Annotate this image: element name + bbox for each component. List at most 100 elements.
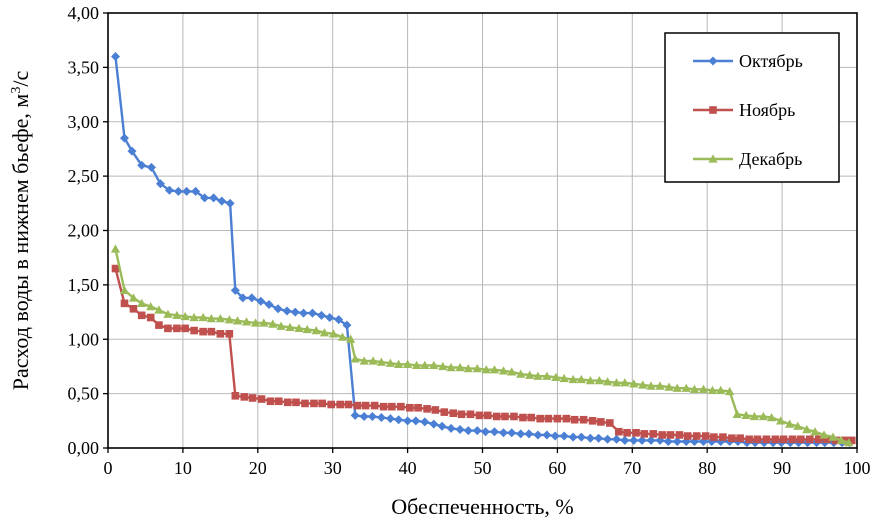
data-point — [328, 329, 339, 338]
data-point — [137, 298, 147, 308]
data-point — [658, 431, 667, 439]
legend-box — [664, 32, 840, 183]
data-point — [394, 415, 404, 425]
data-point — [544, 414, 553, 423]
data-point — [767, 412, 777, 422]
data-point — [689, 384, 700, 393]
data-point — [173, 186, 183, 196]
x-tick-label: 70 — [623, 458, 641, 478]
legend-swatch-marker — [708, 56, 718, 66]
data-point — [173, 324, 181, 333]
data-point — [256, 296, 266, 306]
data-point — [111, 264, 120, 273]
data-point — [716, 385, 726, 395]
data-point — [336, 400, 344, 409]
data-point — [379, 402, 388, 411]
data-point — [612, 434, 622, 444]
data-point — [536, 414, 544, 423]
series-3 — [110, 244, 854, 447]
data-point — [241, 317, 252, 326]
legend-label: Октябрь — [739, 51, 803, 71]
data-point — [403, 416, 413, 426]
data-point — [762, 435, 771, 444]
data-point — [127, 146, 137, 156]
data-point — [475, 411, 484, 420]
data-point — [120, 299, 129, 308]
data-point — [615, 427, 623, 436]
data-point — [466, 410, 475, 419]
data-point — [836, 435, 846, 445]
data-point — [784, 419, 795, 428]
series-2 — [111, 264, 856, 445]
data-point — [510, 412, 518, 421]
data-point — [353, 401, 362, 410]
data-point — [190, 326, 198, 335]
data-point — [793, 421, 803, 430]
data-point — [266, 397, 275, 406]
x-tick-label: 0 — [104, 458, 113, 478]
data-point — [725, 386, 735, 396]
data-point — [585, 375, 595, 385]
x-tick-label: 80 — [698, 458, 716, 478]
data-point — [597, 418, 605, 426]
data-point — [666, 431, 675, 439]
y-tick-label: 3,50 — [68, 57, 100, 77]
data-point — [606, 419, 614, 427]
data-point — [533, 430, 543, 440]
data-point — [181, 324, 189, 333]
y-tick-label: 4,00 — [68, 3, 100, 23]
legend-item-1: Октябрь — [693, 51, 803, 71]
data-point — [311, 325, 321, 335]
data-point — [316, 310, 326, 320]
data-point — [423, 405, 431, 413]
x-tick-label: 100 — [844, 458, 871, 478]
data-point — [294, 323, 304, 333]
data-point — [728, 434, 736, 443]
data-point — [559, 373, 569, 383]
data-point — [350, 354, 360, 363]
data-point — [257, 395, 266, 403]
data-point — [788, 435, 797, 444]
data-point — [542, 371, 552, 380]
data-point — [672, 436, 682, 446]
data-point — [403, 359, 413, 368]
legend-swatch-marker — [708, 154, 718, 163]
data-point — [815, 435, 823, 444]
data-point — [741, 410, 751, 420]
data-point — [420, 360, 430, 370]
series-group — [110, 52, 856, 448]
y-axis-title-tail: /с — [8, 71, 33, 87]
data-point — [155, 321, 163, 329]
x-tick-label: 90 — [773, 458, 791, 478]
data-point — [550, 431, 560, 441]
data-point — [337, 332, 348, 341]
data-point — [802, 424, 812, 434]
data-point — [611, 378, 622, 387]
data-point — [576, 374, 586, 384]
data-point — [155, 179, 165, 189]
data-point — [230, 285, 240, 295]
data-point — [455, 362, 465, 372]
data-point — [620, 378, 630, 387]
data-point — [594, 433, 604, 443]
y-tick-label: 0,00 — [68, 438, 100, 458]
data-point — [576, 432, 586, 442]
legend-item-2: Ноябрь — [693, 100, 795, 120]
data-point — [562, 414, 571, 423]
data-point — [319, 328, 330, 337]
data-point — [501, 412, 509, 421]
data-point — [498, 366, 509, 375]
data-point — [579, 415, 588, 424]
data-point — [736, 434, 744, 443]
data-point — [463, 364, 473, 373]
data-point — [472, 426, 482, 436]
y-tick-label: 3,00 — [68, 112, 100, 132]
data-point — [472, 364, 482, 373]
data-point — [828, 432, 838, 441]
data-point — [588, 417, 597, 425]
data-point — [238, 293, 248, 303]
data-point — [672, 383, 682, 392]
data-point — [585, 433, 595, 443]
data-point — [110, 52, 120, 61]
data-point — [710, 433, 718, 441]
